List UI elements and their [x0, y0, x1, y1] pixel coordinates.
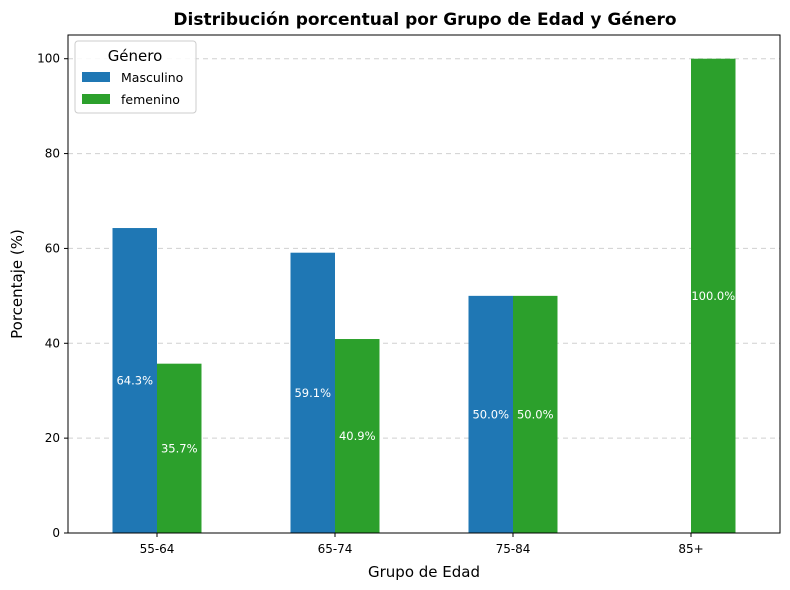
y-tick-label: 100 — [37, 52, 60, 66]
legend-items: Masculino femenino — [82, 70, 183, 107]
bar-labels: 64.3% 59.1% 50.0% 35.7% 40.9% 50.0% 100.0% — [116, 289, 735, 455]
legend-entry: Masculino — [121, 70, 183, 85]
data-label: 64.3% — [116, 374, 153, 388]
x-axis-label: Grupo de Edad — [368, 563, 480, 581]
bar-masculino-75-84 — [468, 295, 513, 533]
legend-swatch — [82, 72, 110, 82]
legend-title: Género — [108, 47, 163, 65]
legend-entry: femenino — [121, 92, 180, 107]
y-tick-label: 80 — [45, 147, 60, 161]
x-axis-ticks: 55-64 65-74 75-84 85+ — [140, 533, 704, 556]
x-tick-label: 55-64 — [140, 542, 175, 556]
x-tick-label: 75-84 — [496, 542, 531, 556]
plot-frame — [67, 34, 781, 534]
data-label: 35.7% — [161, 441, 198, 455]
y-tick-label: 20 — [45, 431, 60, 445]
y-tick-label: 0 — [52, 526, 60, 540]
legend: Género Masculino femenino — [74, 40, 197, 114]
data-label: 100.0% — [691, 289, 735, 303]
bar-masculino-55-64 — [112, 228, 157, 533]
data-label: 59.1% — [294, 386, 331, 400]
bar-femenino-75-84 — [513, 295, 558, 533]
y-tick-label: 40 — [45, 336, 60, 350]
chart-title: Distribución porcentual por Grupo de Eda… — [173, 10, 676, 30]
y-tick-label: 60 — [45, 241, 60, 255]
y-axis-ticks: 0 20 40 60 80 100 — [37, 52, 68, 540]
bar-femenino-65-74 — [335, 339, 380, 533]
data-label: 50.0% — [472, 407, 509, 421]
bar-femenino-55-64 — [157, 363, 202, 533]
legend-swatch — [82, 94, 110, 104]
x-tick-label: 65-74 — [318, 542, 353, 556]
bar-femenino-85+ — [691, 58, 736, 533]
x-tick-label: 85+ — [678, 542, 703, 556]
data-label: 50.0% — [517, 407, 554, 421]
bars — [112, 58, 736, 533]
bar-masculino-65-74 — [290, 252, 335, 533]
data-label: 40.9% — [339, 429, 376, 443]
y-axis-label: Porcentaje (%) — [8, 229, 26, 339]
